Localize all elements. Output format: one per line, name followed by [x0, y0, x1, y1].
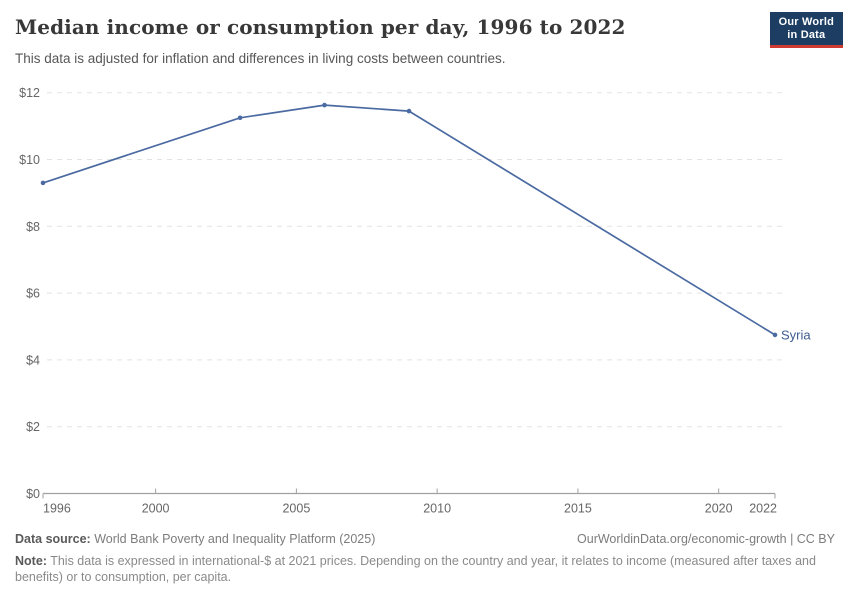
data-point-marker[interactable] — [40, 180, 46, 186]
note-text: This data is expressed in international-… — [15, 554, 816, 584]
datasource-text: World Bank Poverty and Inequality Platfo… — [94, 532, 376, 546]
entity-label-syria[interactable]: Syria — [781, 327, 811, 342]
y-tick-label: $12 — [19, 86, 40, 100]
x-tick-label: 2005 — [282, 502, 310, 516]
x-tick-label: 2010 — [423, 502, 451, 516]
y-tick-label: $6 — [26, 287, 40, 301]
footer-license-link[interactable]: OurWorldinData.org/economic-growth | CC … — [577, 532, 835, 546]
chart-title: Median income or consumption per day, 19… — [15, 15, 626, 39]
chart-subtitle: This data is adjusted for inflation and … — [15, 51, 506, 66]
y-tick-label: $10 — [19, 153, 40, 167]
x-tick-label: 2022 — [749, 502, 777, 516]
footer-note: Note: This data is expressed in internat… — [15, 553, 837, 585]
footer-source-row: Data source: World Bank Poverty and Ineq… — [15, 532, 835, 546]
owid-logo[interactable]: Our World in Data — [769, 12, 843, 48]
x-tick-label: 2000 — [142, 502, 170, 516]
data-line-syria[interactable] — [42, 104, 776, 336]
footer-datasource: Data source: World Bank Poverty and Ineq… — [15, 532, 375, 546]
x-tick-label: 2020 — [705, 502, 733, 516]
datasource-label: Data source: — [15, 532, 91, 546]
x-tick-label: 1996 — [43, 502, 71, 516]
owid-logo-line1: Our World — [778, 16, 834, 28]
y-tick-label: $4 — [26, 353, 40, 367]
line-chart[interactable]: $0 $2 $4 $6 $8 $10 $12 1996 2000 2005 2010 2015 2020… — [0, 78, 850, 518]
y-tick-label: $8 — [26, 220, 40, 234]
data-point-marker[interactable] — [772, 332, 778, 338]
data-point-marker[interactable] — [322, 102, 327, 108]
x-tick-label: 2015 — [564, 502, 592, 516]
y-tick-label: $0 — [26, 487, 40, 501]
data-point-marker[interactable] — [406, 108, 412, 114]
data-point-marker[interactable] — [237, 115, 243, 121]
note-label: Note: — [15, 554, 47, 568]
owid-logo-line2: in Data — [787, 29, 826, 41]
y-tick-label: $2 — [26, 420, 40, 434]
